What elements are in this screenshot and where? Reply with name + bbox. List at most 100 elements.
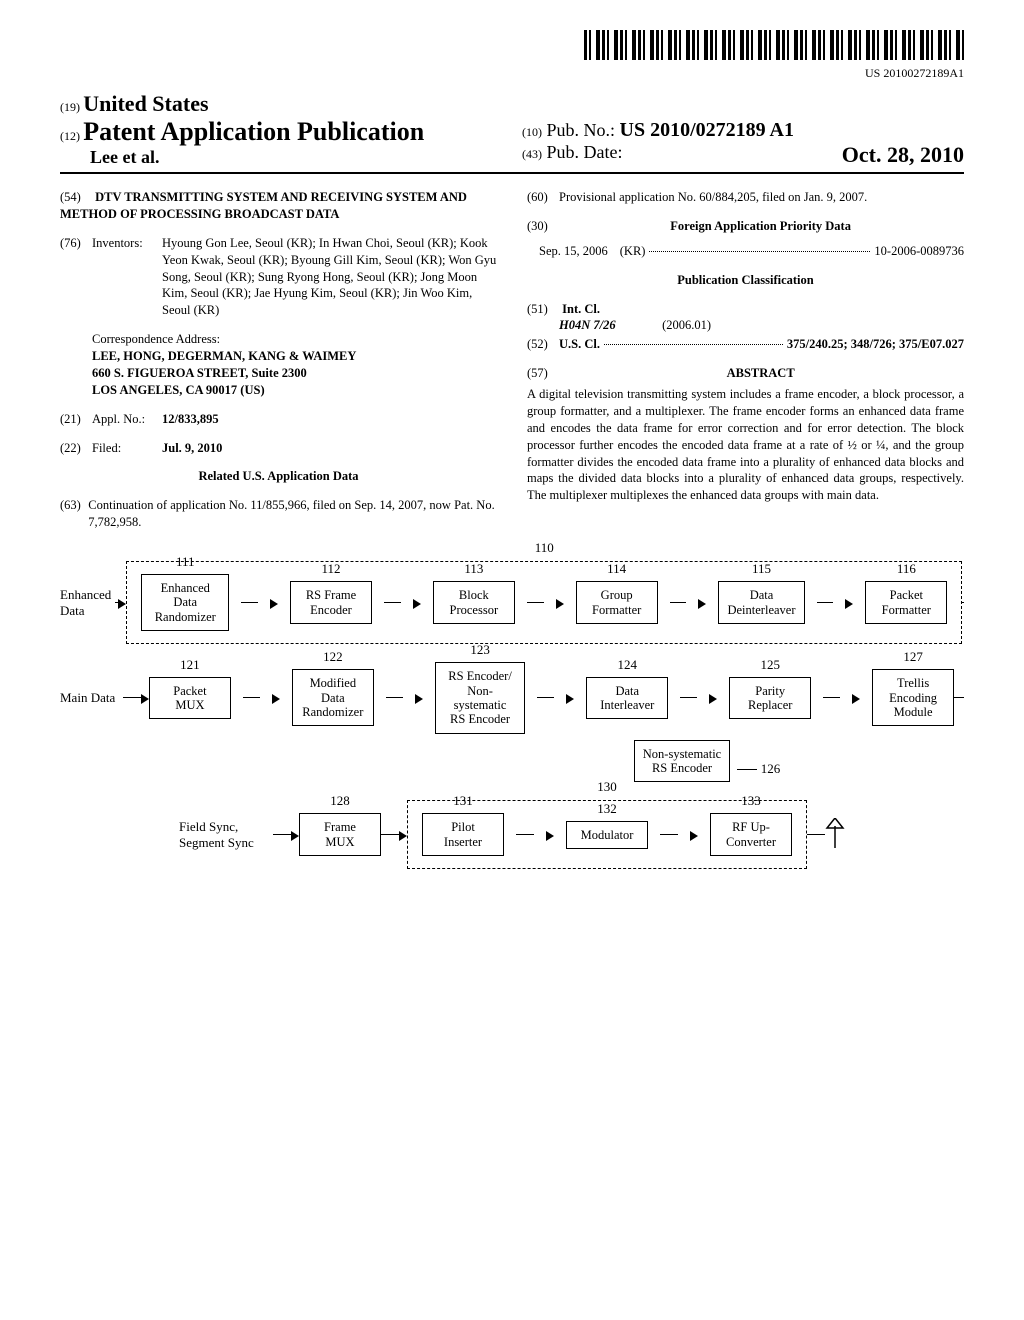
code-10: (10) (522, 125, 542, 139)
corr1: LEE, HONG, DEGERMAN, KANG & WAIMEY (92, 348, 497, 365)
block-132: Modulator (566, 821, 648, 849)
corr-label: Correspondence Address: (92, 331, 497, 348)
s60: (60) (527, 189, 559, 206)
filed-label: Filed: (92, 440, 162, 457)
diagram-row-1: Enhanced Data 110 111Enhanced DataRandom… (60, 561, 964, 644)
row1-dashed-group: 110 111Enhanced DataRandomizer112RS Fram… (126, 561, 962, 644)
num-121: 121 (180, 657, 200, 673)
uscl-label: U.S. Cl. (559, 336, 600, 353)
s52: (52) (527, 336, 559, 353)
num-132: 132 (597, 801, 617, 817)
num-114: 114 (607, 561, 626, 577)
block-diagram: Enhanced Data 110 111Enhanced DataRandom… (60, 561, 964, 869)
s63: (63) (60, 497, 88, 531)
s54: (54) (60, 189, 92, 206)
block-131: PilotInserter (422, 813, 504, 856)
block-133: RF Up-Converter (710, 813, 792, 856)
block-123: RS Encoder/Non-systematicRS Encoder (435, 662, 526, 734)
pubdate-label: Pub. Date: (547, 142, 623, 162)
corr3: LOS ANGELES, CA 90017 (US) (92, 382, 497, 399)
intcl-code: H04N 7/26 (559, 317, 659, 334)
s76: (76) (60, 235, 92, 319)
block-112: RS FrameEncoder (290, 581, 372, 624)
num-126: 126 (761, 761, 781, 777)
num-128: 128 (330, 793, 350, 809)
invention-title: DTV TRANSMITTING SYSTEM AND RECEIVING SY… (60, 190, 467, 221)
row1-group-num: 110 (535, 540, 554, 556)
abstract-text: A digital television transmitting system… (527, 386, 964, 504)
s51: (51) (527, 301, 559, 318)
bibliographic-columns: (54) DTV TRANSMITTING SYSTEM AND RECEIVI… (60, 189, 964, 531)
dotted-fill (649, 251, 870, 252)
row3-input-label: Field Sync, Segment Sync (179, 819, 269, 851)
us-title: United States (83, 91, 208, 116)
num-115: 115 (752, 561, 771, 577)
masthead: (19) United States (12) Patent Applicati… (60, 91, 964, 174)
block-131-wrap: 131PilotInserter (422, 813, 504, 856)
block-122: ModifiedDataRandomizer (292, 669, 374, 726)
related-text: Continuation of application No. 11/855,9… (88, 497, 497, 531)
block-121-wrap: 121PacketMUX (149, 677, 231, 720)
s22: (22) (60, 440, 92, 457)
row2-under-wrap: Non-systematicRS Encoder 126 (634, 740, 730, 783)
num-131: 131 (453, 793, 473, 809)
diagram-row-2: Main Data 121PacketMUX122ModifiedDataRan… (60, 662, 964, 782)
block-125: ParityReplacer (729, 677, 811, 720)
block-122-wrap: 122ModifiedDataRandomizer (292, 669, 374, 726)
block-126: Non-systematicRS Encoder (634, 740, 730, 783)
num-112: 112 (321, 561, 340, 577)
num-111: 111 (176, 554, 195, 570)
num-127: 127 (903, 649, 923, 665)
foreign-date: Sep. 15, 2006 (539, 243, 608, 260)
pubnum-label: Pub. No.: (547, 120, 616, 140)
provisional: Provisional application No. 60/884,205, … (559, 189, 867, 206)
row3-group-num: 130 (597, 779, 617, 795)
intcl-date: (2006.01) (662, 318, 711, 332)
authors: Lee et al. (90, 147, 159, 167)
barcode-text: US 20100272189A1 (60, 66, 964, 81)
corr2: 660 S. FIGUEROA STREET, Suite 2300 (92, 365, 497, 382)
row1-input-label: Enhanced Data (60, 587, 111, 619)
num-124: 124 (618, 657, 638, 673)
block-114: GroupFormatter (576, 581, 658, 624)
inventors: Hyoung Gon Lee, Seoul (KR); In Hwan Choi… (162, 235, 497, 319)
pubnum: US 2010/0272189 A1 (620, 119, 794, 141)
row3-left-wrap: 128 FrameMUX (299, 813, 381, 856)
block-115-wrap: 115DataDeinterleaver (718, 581, 804, 624)
related-header: Related U.S. Application Data (60, 468, 497, 485)
inventors-label: Inventors: (92, 235, 162, 319)
row2-group: 121PacketMUX 122ModifiedDataRandomizer 123… (149, 662, 954, 734)
barcode-region: US 20100272189A1 (60, 30, 964, 81)
code-12: (12) (60, 129, 80, 143)
foreign-cc: (KR) (620, 243, 646, 260)
abstract-label: ABSTRACT (562, 365, 959, 382)
block-115: DataDeinterleaver (718, 581, 804, 624)
antenna-icon (825, 818, 845, 852)
block-111-wrap: 111Enhanced DataRandomizer (141, 574, 229, 631)
block-128: FrameMUX (299, 813, 381, 856)
block-116: PacketFormatter (865, 581, 947, 624)
block-112-wrap: 112RS FrameEncoder (290, 581, 372, 624)
intcl-label: Int. Cl. (562, 302, 600, 316)
block-113-wrap: 113BlockProcessor (433, 581, 515, 624)
right-column: (60) Provisional application No. 60/884,… (527, 189, 964, 531)
num-113: 113 (464, 561, 483, 577)
s21: (21) (60, 411, 92, 428)
filed: Jul. 9, 2010 (162, 440, 222, 457)
pubdate: Oct. 28, 2010 (842, 142, 964, 168)
num-116: 116 (897, 561, 916, 577)
dotted-fill2 (604, 344, 783, 345)
block-127-wrap: 127TrellisEncodingModule (872, 669, 954, 726)
num-133: 133 (741, 793, 761, 809)
block-116-wrap: 116PacketFormatter (865, 581, 947, 624)
applno-label: Appl. No.: (92, 411, 162, 428)
block-121: PacketMUX (149, 677, 231, 720)
foreign-num: 10-2006-0089736 (874, 243, 964, 260)
s30: (30) (527, 218, 559, 235)
block-123-wrap: 123RS Encoder/Non-systematicRS Encoder (435, 662, 526, 734)
uscl-val: 375/240.25; 348/726; 375/E07.027 (787, 336, 964, 353)
diagram-row-3: Field Sync, Segment Sync 128 FrameMUX 13… (60, 800, 964, 869)
block-132-wrap: 132Modulator (566, 821, 648, 849)
block-114-wrap: 114GroupFormatter (576, 581, 658, 624)
num-122: 122 (323, 649, 343, 665)
